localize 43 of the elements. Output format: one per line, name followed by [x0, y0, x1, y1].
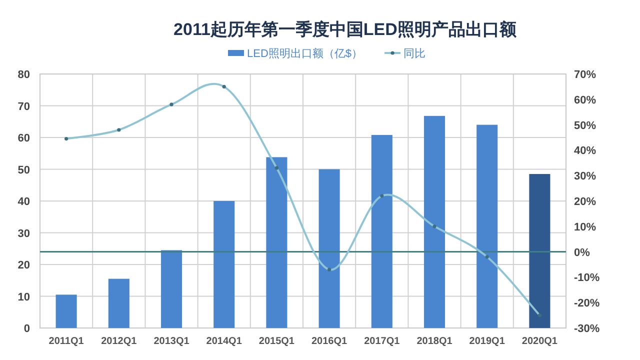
bar	[318, 169, 340, 328]
y-tick-label: 60	[18, 132, 30, 144]
x-tick-label: 2017Q1	[364, 336, 400, 347]
x-tick-label: 2012Q1	[101, 336, 138, 347]
y2-tick-label: -10%	[574, 272, 600, 284]
y2-tick-label: 10%	[574, 221, 596, 234]
x-tick-label: 2018Q1	[416, 336, 453, 347]
x-tick-label: 2013Q1	[154, 336, 190, 347]
y2-tick-label: 40%	[574, 145, 596, 158]
bar	[214, 201, 235, 328]
bar	[266, 157, 288, 328]
x-tick-label: 2019Q1	[469, 336, 506, 347]
y-tick-label: 20	[18, 260, 30, 272]
legend-label: LED照明出口额（亿$）	[247, 47, 363, 60]
legend-label: 同比	[404, 47, 426, 60]
chart-title: 2011起历年第一季度中国LED照明产品出口额	[174, 20, 518, 39]
bar	[371, 134, 392, 328]
y-tick-label: 30	[18, 228, 30, 240]
bar	[476, 124, 498, 328]
x-tick-label: 2020Q1	[522, 336, 558, 347]
bar	[56, 294, 77, 328]
y2-tick-label: -30%	[574, 323, 600, 335]
y-tick-label: 50	[18, 164, 30, 176]
y-tick-label: 80	[18, 69, 30, 81]
y2-tick-label: -20%	[574, 298, 600, 310]
x-tick-label: 2014Q1	[206, 336, 242, 347]
bar	[529, 174, 550, 328]
y-tick-label: 70	[18, 100, 30, 113]
x-tick-label: 2016Q1	[312, 336, 348, 347]
bar	[108, 278, 130, 328]
y2-tick-label: 60%	[574, 94, 596, 106]
y2-tick-label: 30%	[574, 170, 596, 183]
y-tick-label: 10	[18, 291, 30, 304]
x-tick-label: 2015Q1	[258, 336, 295, 347]
y2-tick-label: 50%	[574, 120, 596, 132]
y2-tick-label: 20%	[574, 196, 596, 208]
y2-tick-label: 0%	[574, 246, 590, 259]
x-tick-label: 2011Q1	[48, 336, 84, 347]
y-tick-label: 0	[24, 323, 30, 335]
y2-tick-label: 70%	[574, 69, 596, 81]
bar	[424, 116, 446, 328]
y-tick-label: 40	[18, 196, 30, 208]
bar	[160, 250, 182, 328]
